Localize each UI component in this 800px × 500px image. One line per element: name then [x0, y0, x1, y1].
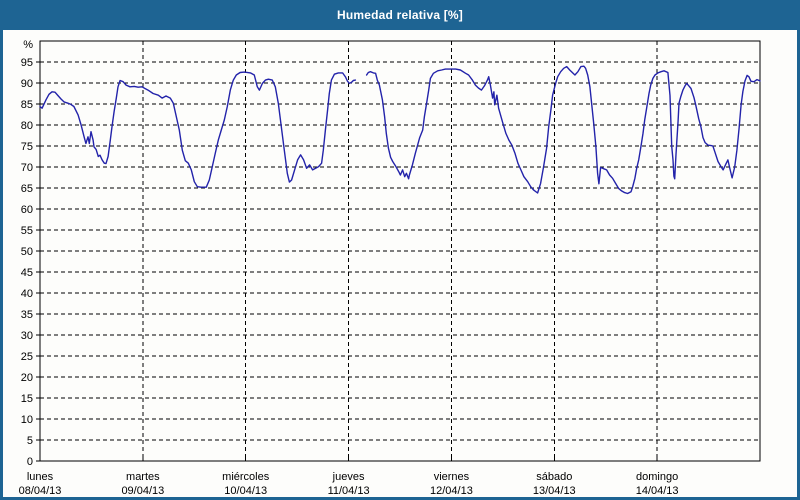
y-axis-tick-label: 30	[21, 330, 33, 342]
x-axis-date-label: 08/04/13	[19, 485, 62, 497]
y-axis-tick-label: 70	[21, 162, 33, 174]
x-axis-day-label: miércoles	[222, 471, 270, 483]
x-axis-date-label: 10/04/13	[224, 485, 267, 497]
humidity-data-line	[39, 71, 357, 188]
chart-canvas: 0 5 10 15 20 25 30 35 40 45 50 55 60 65 70 75 80 85 90 95% l…	[3, 30, 797, 497]
y-axis-tick-label: 10	[21, 414, 33, 426]
plot-border	[39, 40, 761, 462]
x-axis-day-label: jueves	[332, 471, 365, 483]
y-axis-tick-label: 80	[21, 120, 33, 132]
y-axis-tick-label: 50	[21, 246, 33, 258]
x-axis-date-label: 09/04/13	[121, 485, 164, 497]
chart-title: Humedad relativa [%]	[336, 8, 464, 22]
humidity-data-line	[365, 65, 761, 195]
y-axis-tick-label: 65	[21, 183, 33, 195]
x-axis-day-label: sábado	[536, 471, 572, 483]
y-axis-tick-label: 5	[27, 435, 33, 447]
chart-title-bar: Humedad relativa [%]	[0, 0, 800, 30]
y-axis-tick-label: 25	[21, 351, 33, 363]
y-axis-tick-label: 55	[21, 225, 33, 237]
x-axis-date-label: 14/04/13	[636, 485, 679, 497]
y-axis-tick-label: 75	[21, 141, 33, 153]
x-axis-day-label: viernes	[434, 471, 470, 483]
x-axis-date-label: 12/04/13	[430, 485, 473, 497]
y-axis-tick-label: 35	[21, 309, 33, 321]
x-axis-day-label: lunes	[27, 471, 54, 483]
x-axis-day-label: martes	[126, 471, 160, 483]
x-axis-date-label: 13/04/13	[533, 485, 576, 497]
y-axis-tick-label: 85	[21, 99, 33, 111]
y-axis-tick-label: 90	[21, 78, 33, 90]
y-axis-tick-label: 0	[27, 456, 33, 468]
y-axis-unit-label: %	[23, 39, 33, 51]
y-axis-tick-label: 45	[21, 267, 33, 279]
x-axis-day-label: domingo	[636, 471, 678, 483]
y-axis-tick-label: 60	[21, 204, 33, 216]
y-axis-tick-label: 20	[21, 372, 33, 384]
y-axis-tick-label: 40	[21, 288, 33, 300]
y-axis-tick-label: 95	[21, 57, 33, 69]
x-axis-date-label: 11/04/13	[328, 485, 370, 497]
humidity-line-chart: 0 5 10 15 20 25 30 35 40 45 50 55 60 65 70 75 80 85 90 95% l…	[19, 39, 761, 497]
y-axis-tick-label: 15	[21, 393, 33, 405]
